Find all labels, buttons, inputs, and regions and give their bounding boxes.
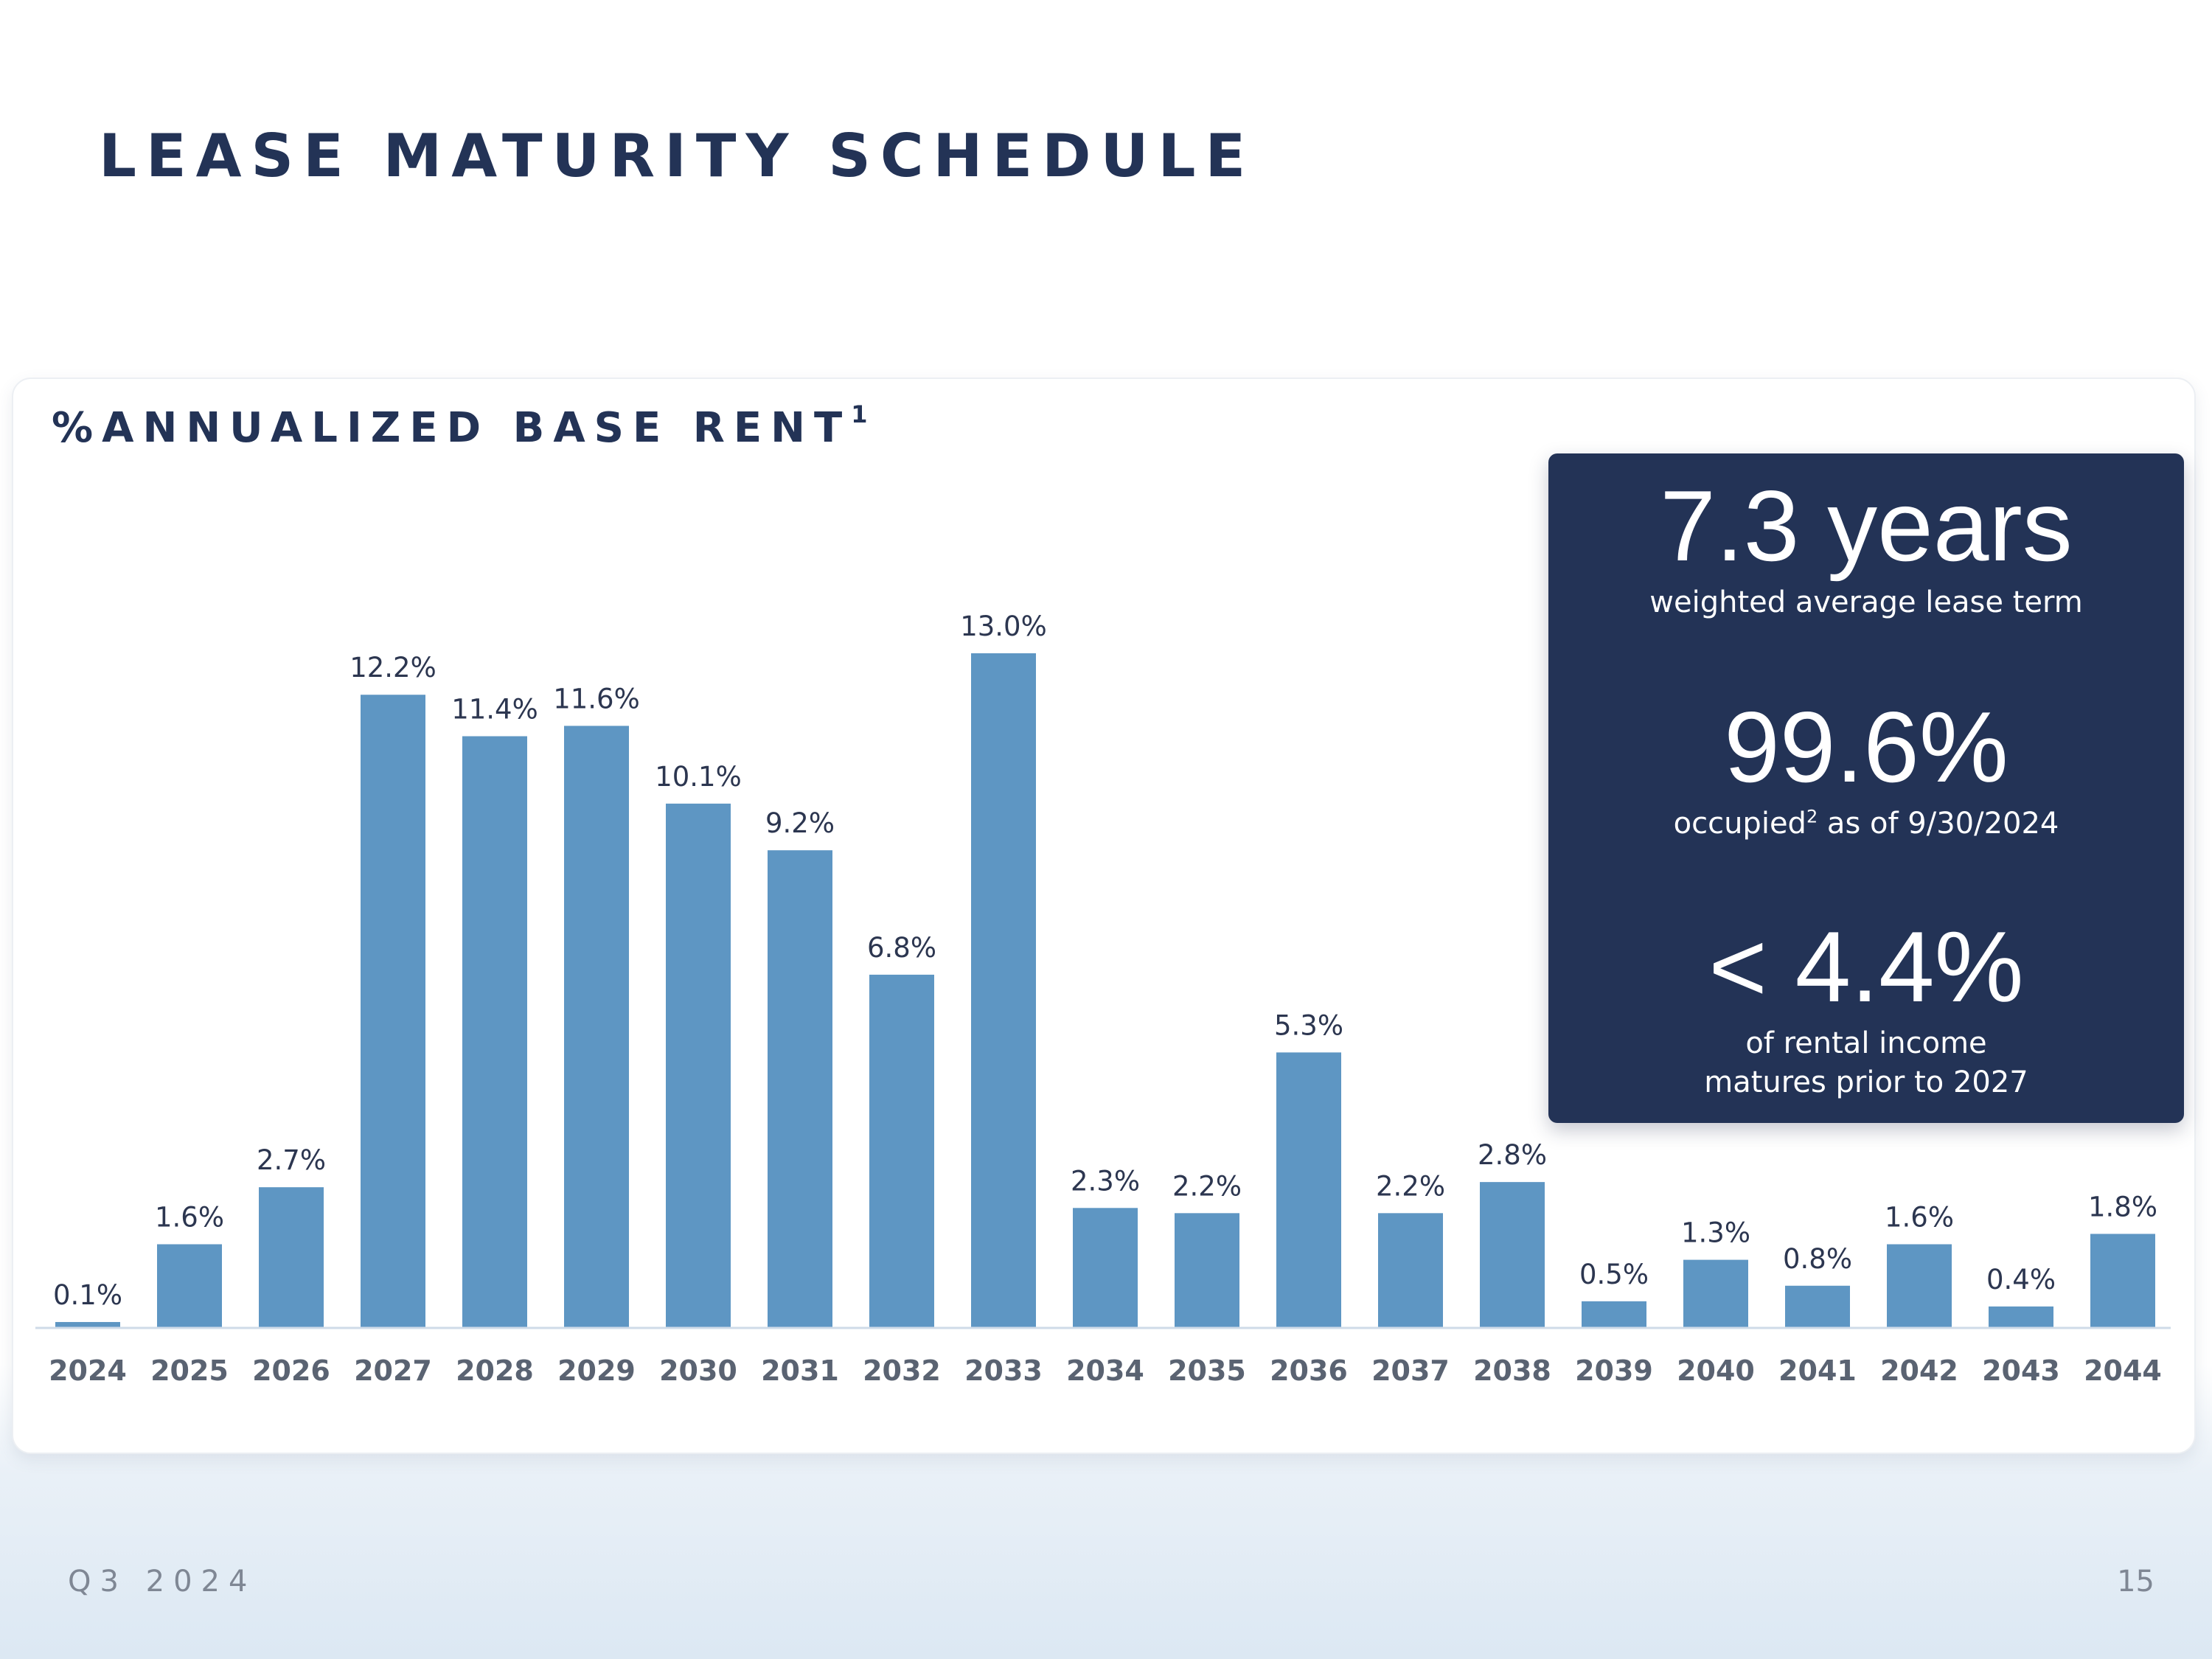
footer-period: Q3 2024 (68, 1565, 257, 1599)
summary-stats-box: 7.3 years weighted average lease term 99… (1548, 453, 2184, 1123)
bar-2026 (259, 1187, 324, 1327)
data-label-2040: 1.3% (1681, 1217, 1750, 1249)
maturing-label-line2: matures prior to 2027 (1704, 1065, 2028, 1099)
bar-2042 (1887, 1244, 1952, 1327)
x-tick-label-2027: 2027 (354, 1354, 432, 1387)
bar-2030 (666, 803, 731, 1327)
occupancy-footnote: 2 (1806, 806, 1818, 827)
maturing-label: of rental income matures prior to 2027 (1548, 1024, 2184, 1102)
x-tick-label-2024: 2024 (49, 1354, 127, 1387)
data-label-2025: 1.6% (155, 1202, 224, 1234)
bar-2035 (1175, 1213, 1239, 1327)
bar-2043 (1989, 1306, 2053, 1327)
data-label-2041: 0.8% (1783, 1243, 1852, 1275)
occupancy-label-suffix: as of 9/30/2024 (1818, 807, 2059, 841)
bar-2036 (1276, 1052, 1341, 1327)
wale-label: weighted average lease term (1649, 585, 2083, 619)
maturing-stat: < 4.4% of rental income matures prior to… (1548, 917, 2184, 1102)
x-tick-label-2044: 2044 (2084, 1354, 2162, 1387)
data-label-2033: 13.0% (960, 611, 1047, 642)
data-label-2036: 5.3% (1274, 1009, 1343, 1041)
bar-2029 (564, 726, 629, 1327)
x-tick-label-2031: 2031 (761, 1354, 839, 1387)
x-tick-label-2038: 2038 (1473, 1354, 1551, 1387)
page-number: 15 (2117, 1565, 2154, 1599)
x-tick-label-2035: 2035 (1168, 1354, 1246, 1387)
bar-2025 (157, 1244, 222, 1327)
x-tick-label-2039: 2039 (1575, 1354, 1653, 1387)
data-label-2044: 1.8% (2088, 1191, 2157, 1222)
bar-2028 (462, 736, 527, 1327)
data-label-2031: 9.2% (765, 807, 835, 839)
occupancy-label: occupied2 as of 9/30/2024 (1548, 804, 2184, 844)
chart-title: %ANNUALIZED BASE RENT1 (52, 400, 867, 452)
data-label-2026: 2.7% (257, 1144, 326, 1176)
bar-2044 (2090, 1234, 2155, 1327)
wale-value: 7.3 years (1660, 470, 2073, 582)
data-label-2043: 0.4% (1986, 1264, 2056, 1295)
data-label-2042: 1.6% (1885, 1202, 1954, 1234)
x-tick-label-2041: 2041 (1778, 1354, 1857, 1387)
bar-2033 (971, 653, 1036, 1327)
maturing-value: < 4.4% (1708, 911, 2024, 1023)
x-tick-label-2025: 2025 (150, 1354, 229, 1387)
page-title: LEASE MATURITY SCHEDULE (99, 122, 1256, 190)
bar-2037 (1378, 1213, 1443, 1327)
bar-2039 (1582, 1301, 1646, 1327)
bar-2027 (361, 695, 425, 1327)
bar-2040 (1683, 1259, 1748, 1327)
data-label-2035: 2.2% (1172, 1170, 1242, 1202)
bar-2031 (768, 850, 832, 1327)
x-tick-label-2030: 2030 (659, 1354, 737, 1387)
bar-2024 (55, 1321, 120, 1327)
data-label-2028: 11.4% (451, 693, 538, 725)
bar-2032 (869, 974, 934, 1327)
data-label-2024: 0.1% (53, 1279, 122, 1311)
x-tick-label-2037: 2037 (1371, 1354, 1450, 1387)
occupancy-stat: 99.6% occupied2 as of 9/30/2024 (1548, 697, 2184, 844)
x-tick-label-2033: 2033 (964, 1354, 1043, 1387)
bar-2041 (1785, 1285, 1850, 1327)
x-tick-label-2032: 2032 (863, 1354, 941, 1387)
data-label-2038: 2.8% (1478, 1139, 1547, 1171)
x-tick-label-2028: 2028 (456, 1354, 534, 1387)
data-label-2029: 11.6% (553, 683, 640, 714)
x-tick-label-2036: 2036 (1270, 1354, 1348, 1387)
data-label-2039: 0.5% (1579, 1259, 1649, 1290)
x-tick-label-2043: 2043 (1982, 1354, 2060, 1387)
data-label-2027: 12.2% (349, 652, 437, 684)
maturing-label-line1: of rental income (1745, 1026, 1987, 1060)
data-label-2030: 10.1% (655, 761, 742, 793)
x-tick-label-2042: 2042 (1880, 1354, 1958, 1387)
wale-stat: 7.3 years weighted average lease term (1548, 476, 2184, 622)
x-tick-label-2029: 2029 (557, 1354, 636, 1387)
data-label-2037: 2.2% (1376, 1170, 1445, 1202)
bar-2038 (1480, 1182, 1545, 1327)
chart-title-text: %ANNUALIZED BASE RENT (52, 404, 852, 452)
data-label-2034: 2.3% (1071, 1165, 1140, 1197)
occupancy-value: 99.6% (1724, 691, 2008, 803)
x-tick-label-2040: 2040 (1677, 1354, 1755, 1387)
bar-2034 (1073, 1208, 1138, 1327)
data-label-2032: 6.8% (867, 932, 936, 964)
occupancy-label-prefix: occupied (1673, 807, 1806, 841)
chart-title-footnote: 1 (851, 400, 868, 429)
x-tick-label-2026: 2026 (252, 1354, 330, 1387)
x-tick-label-2034: 2034 (1066, 1354, 1144, 1387)
